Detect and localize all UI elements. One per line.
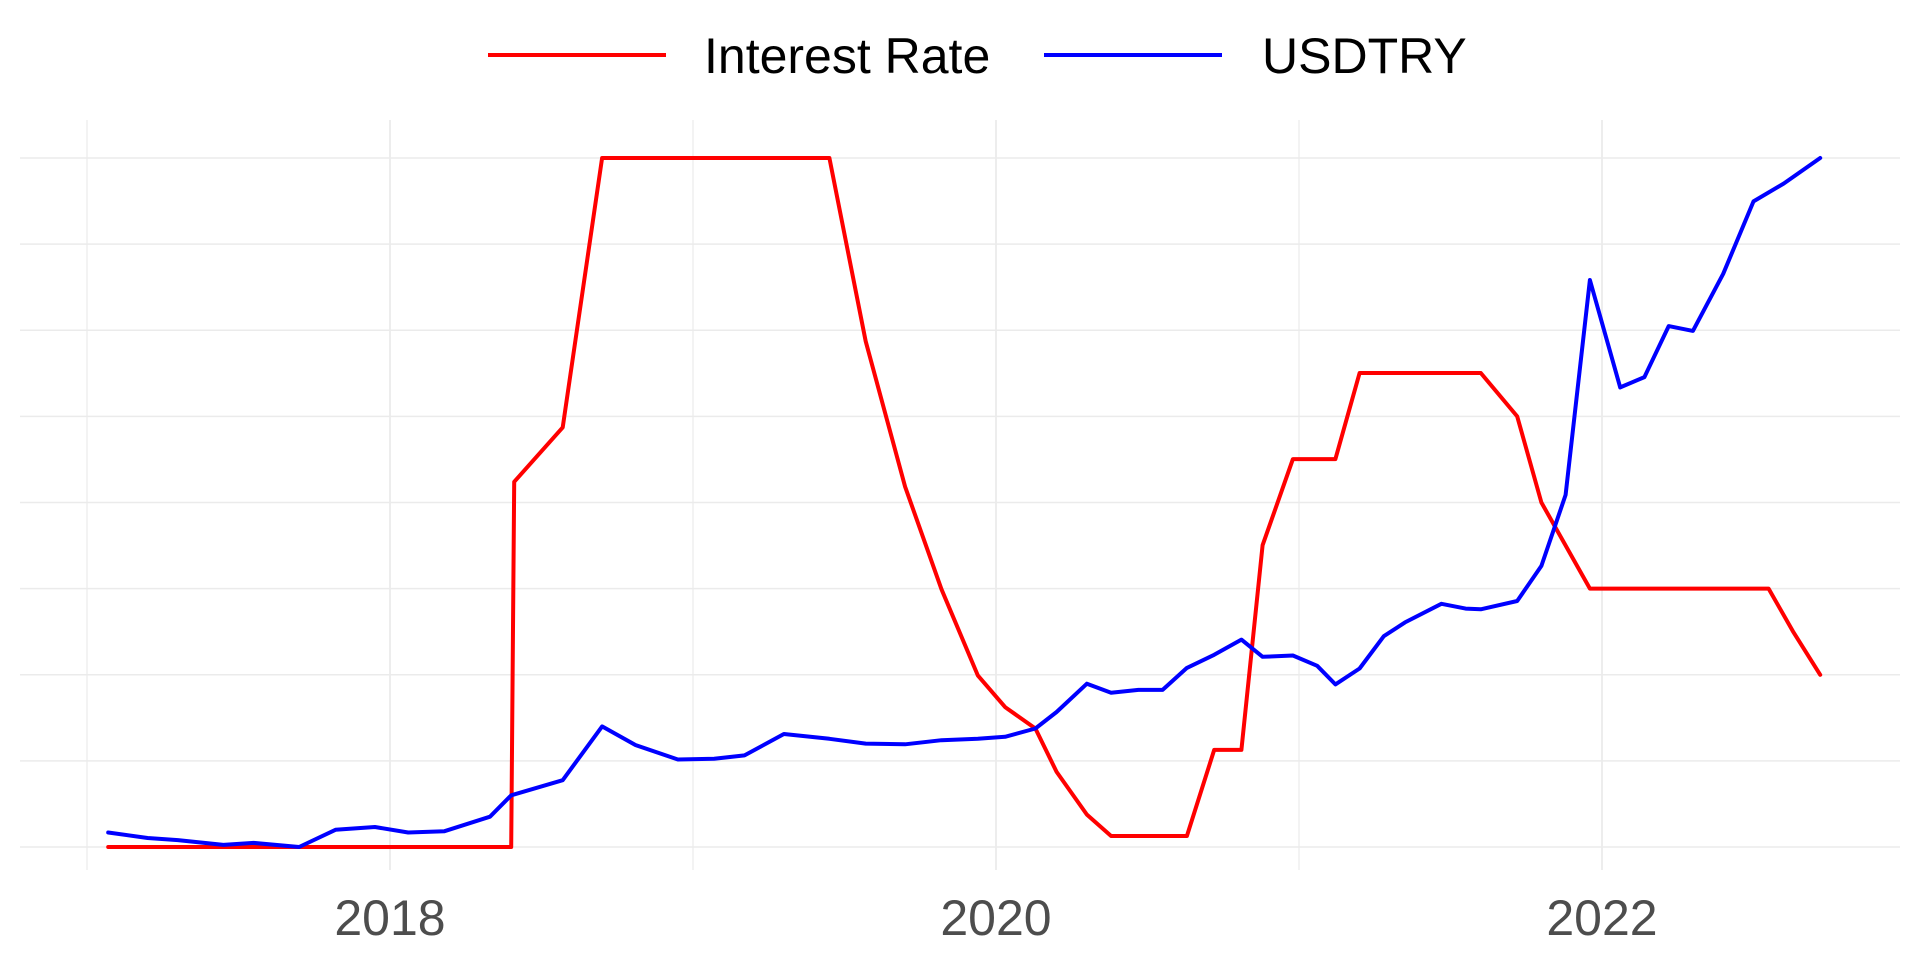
series-line-usdtry	[106, 156, 1823, 849]
x-tick-label: 2018	[334, 890, 445, 946]
series-lines	[106, 156, 1823, 849]
x-tick-label: 2020	[940, 890, 1051, 946]
legend-label: Interest Rate	[704, 28, 990, 84]
legend: Interest Rate USDTRY	[488, 28, 1467, 84]
x-tick-label: 2022	[1546, 890, 1657, 946]
series-line-interest-rate	[106, 156, 1823, 849]
x-axis: 2018 2020 2022	[334, 890, 1657, 946]
legend-item: USDTRY	[1044, 28, 1467, 84]
grid	[20, 120, 1900, 870]
legend-item: Interest Rate	[488, 28, 990, 84]
legend-label: USDTRY	[1262, 28, 1467, 84]
